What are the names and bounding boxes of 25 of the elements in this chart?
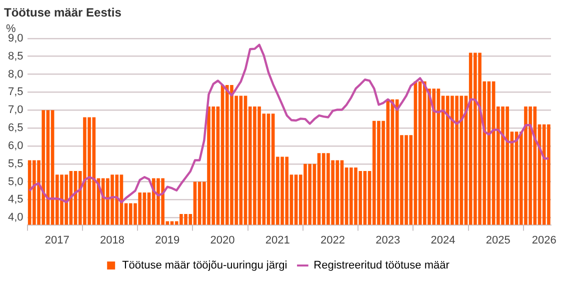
y-tick-label: 5,0 [8, 176, 24, 188]
y-tick-label: 7,5 [8, 86, 24, 98]
legend-label: Töötuse määr tööjõu-uuringu järgi [122, 260, 288, 272]
y-tick-label: 6,0 [8, 140, 24, 152]
x-tick-label: 2025 [486, 234, 510, 246]
x-tick-label: 2017 [44, 234, 70, 246]
y-tick-label: 8,5 [8, 50, 24, 62]
chart-title: Töötuse määr Eestis [4, 6, 122, 20]
x-tick-label: 2024 [430, 234, 456, 246]
y-tick-label: 7,0 [8, 104, 24, 116]
y-tick-label: 6,5 [8, 122, 24, 134]
y-tick-label: 4,5 [8, 194, 24, 206]
x-tick-label: 2018 [100, 234, 125, 246]
x-tick-label: 2021 [265, 234, 290, 246]
y-axis-title: % [6, 22, 16, 35]
x-tick-label: 2022 [320, 234, 346, 246]
x-tick-label: 2019 [155, 234, 180, 246]
y-tick-label: 8,0 [8, 68, 24, 80]
x-tick-label: 2026 [532, 234, 556, 246]
y-tick-label: 4,0 [8, 212, 24, 224]
y-tick-label: 5,5 [8, 158, 24, 170]
y-tick-label: 9,0 [8, 32, 24, 44]
legend-label: Registreeritud töötuse määr [314, 260, 450, 272]
x-tick-label: 2020 [210, 234, 235, 246]
x-tick-label: 2023 [376, 234, 400, 246]
